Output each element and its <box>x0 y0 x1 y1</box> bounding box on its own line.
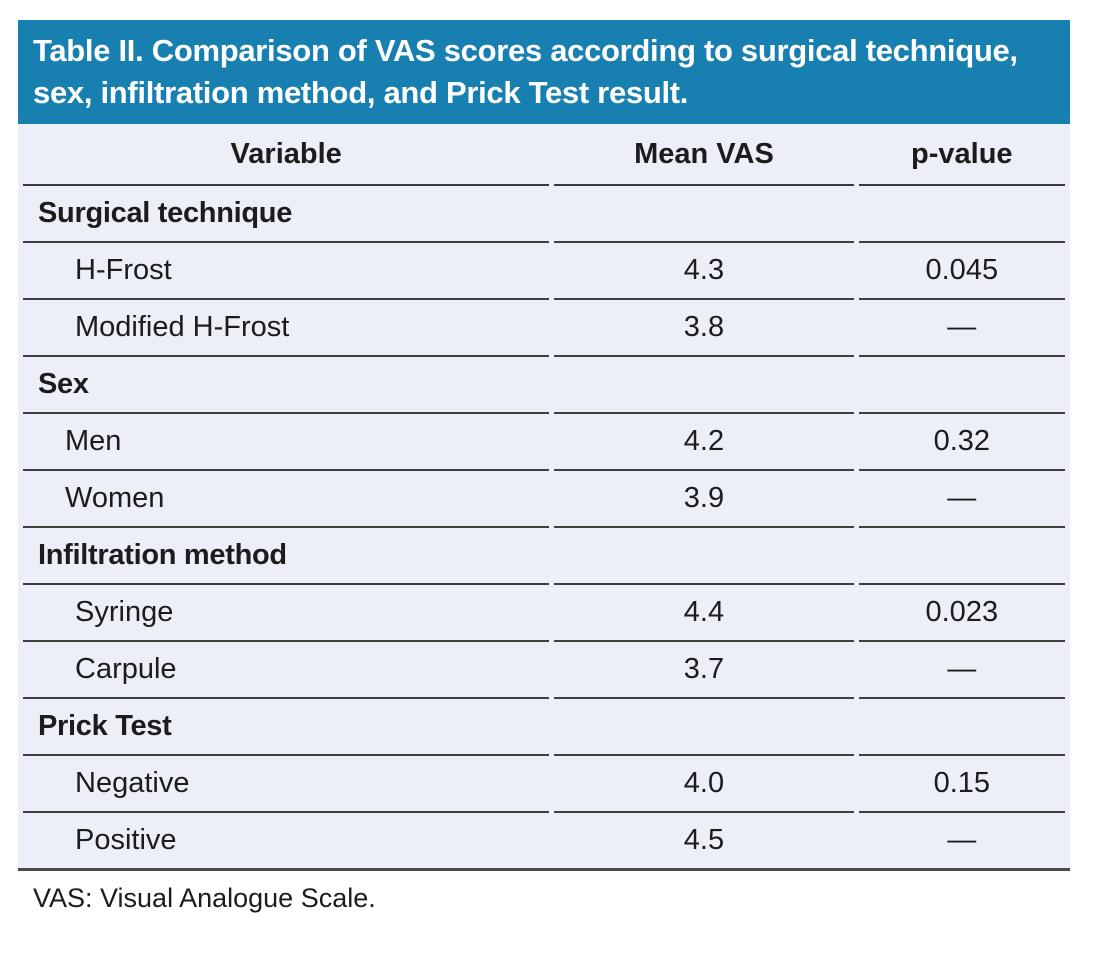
cell-variable-label: Positive <box>75 824 177 856</box>
cell-variable-label: Negative <box>23 756 550 813</box>
cell-variable-label: Women <box>23 471 550 528</box>
cell-p-value: — <box>858 471 1065 528</box>
section-row-infiltration-method: Infiltration method <box>23 528 1065 585</box>
section-label: Prick Test <box>23 699 550 756</box>
cell-mean-vas: 3.9 <box>554 471 854 528</box>
cell-variable-label: Men <box>23 414 550 471</box>
data-row-negative: Negative 4.0 0.15 <box>23 756 1065 813</box>
empty-cell <box>858 186 1065 243</box>
cell-p-value: — <box>858 642 1065 699</box>
cell-mean-vas: 3.8 <box>554 300 854 357</box>
empty-cell <box>554 528 854 585</box>
data-row-women: Women 3.9 — <box>23 471 1065 528</box>
empty-cell <box>858 528 1065 585</box>
cell-mean-vas: 4.4 <box>554 585 854 642</box>
data-row-men: Men 4.2 0.32 <box>23 414 1065 471</box>
cell-p-value: — <box>858 300 1065 357</box>
section-row-sex: Sex <box>23 357 1065 414</box>
cell-mean-vas: 4.2 <box>554 414 854 471</box>
header-row: Variable Mean VAS p-value <box>23 124 1065 186</box>
empty-cell <box>858 699 1065 756</box>
section-row-surgical-technique: Surgical technique <box>23 186 1065 243</box>
data-row-positive: Positive 4.5 — <box>23 813 1065 868</box>
cell-mean-vas: 4.3 <box>554 243 854 300</box>
table-title-bar: Table II. Comparison of VAS scores accor… <box>18 20 1070 124</box>
data-row-carpule: Carpule 3.7 — <box>23 642 1065 699</box>
cell-p-value: 0.32 <box>858 414 1065 471</box>
column-header-variable: Variable <box>23 124 550 186</box>
vas-comparison-table: Variable Mean VAS p-value Surgical techn… <box>18 124 1070 871</box>
cell-mean-vas: 3.7 <box>554 642 854 699</box>
table-body: Surgical technique H-Frost 4.3 0.045 Mod… <box>23 186 1065 868</box>
cell-p-value: 0.045 <box>858 243 1065 300</box>
section-label: Surgical technique <box>23 186 550 243</box>
empty-cell <box>858 357 1065 414</box>
data-row-h-frost: H-Frost 4.3 0.045 <box>23 243 1065 300</box>
section-row-prick-test: Prick Test <box>23 699 1065 756</box>
empty-cell <box>554 186 854 243</box>
section-label: Sex <box>23 357 550 414</box>
column-header-mean-vas: Mean VAS <box>554 124 854 186</box>
table-header: Variable Mean VAS p-value <box>23 124 1065 186</box>
data-row-modified-h-frost: Modified H-Frost 3.8 — <box>23 300 1065 357</box>
section-label: Infiltration method <box>23 528 550 585</box>
cell-variable-label: Modified H-Frost <box>23 300 550 357</box>
data-row-syringe: Syringe 4.4 0.023 <box>23 585 1065 642</box>
empty-cell <box>554 357 854 414</box>
cell-p-value: 0.023 <box>858 585 1065 642</box>
cell-variable-label: Carpule <box>23 642 550 699</box>
cell-p-value: 0.15 <box>858 756 1065 813</box>
empty-cell <box>554 699 854 756</box>
cell-mean-vas: 4.0 <box>554 756 854 813</box>
table-footnote: VAS: Visual Analogue Scale. <box>33 883 376 913</box>
cell-mean-vas: 4.5 <box>683 824 725 856</box>
column-header-p-value: p-value <box>858 124 1065 186</box>
cell-p-value: — <box>947 824 977 856</box>
table-figure: Table II. Comparison of VAS scores accor… <box>18 20 1070 914</box>
cell-variable-label: H-Frost <box>23 243 550 300</box>
cell-variable-label: Syringe <box>23 585 550 642</box>
